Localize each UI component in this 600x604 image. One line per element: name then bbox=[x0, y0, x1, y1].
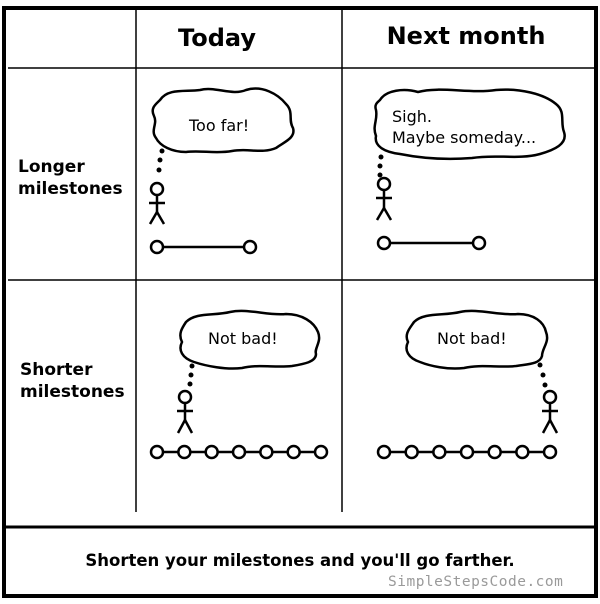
row-label-shorter-milestones: Shorter milestones bbox=[20, 359, 125, 403]
row-label-line: milestones bbox=[18, 179, 123, 199]
milestone-node bbox=[376, 444, 392, 460]
cell-longer-next-month bbox=[373, 88, 566, 251]
thought-dot bbox=[378, 154, 384, 160]
thought-dot bbox=[159, 148, 165, 154]
outer-border bbox=[2, 6, 598, 598]
thought-bubble bbox=[405, 309, 549, 370]
thought-dot bbox=[187, 381, 193, 387]
bubble-text-not-bad-today: Not bad! bbox=[208, 329, 278, 348]
caption-text: Shorten your milestones and you'll go fa… bbox=[85, 551, 515, 570]
milestone-node bbox=[177, 444, 192, 460]
milestone-node bbox=[404, 444, 419, 460]
thought-dot bbox=[537, 362, 543, 368]
row-label-line: milestones bbox=[20, 382, 125, 402]
stick-figure bbox=[375, 176, 393, 221]
grid-frame bbox=[2, 6, 598, 598]
stick-figure bbox=[148, 181, 166, 225]
milestone-node bbox=[231, 444, 247, 460]
milestone-node bbox=[259, 444, 274, 460]
thought-dot bbox=[542, 382, 548, 388]
bubble-text-line: Sigh. bbox=[392, 107, 432, 126]
cell-longer-today bbox=[148, 87, 295, 255]
thought-dot bbox=[540, 372, 546, 378]
milestone-node bbox=[487, 444, 502, 460]
thought-bubble bbox=[151, 87, 295, 154]
column-header-next-month: Next month bbox=[386, 22, 546, 50]
thought-bubble bbox=[373, 88, 566, 161]
milestone-node bbox=[542, 444, 558, 460]
milestone-node bbox=[471, 235, 487, 251]
thought-dot bbox=[189, 363, 195, 369]
milestone-node bbox=[204, 444, 219, 460]
milestone-node bbox=[149, 444, 165, 460]
milestone-track bbox=[376, 444, 558, 460]
thought-dot bbox=[157, 157, 163, 163]
bubble-text-not-bad-next-month: Not bad! bbox=[437, 329, 507, 348]
row-label-line: Longer bbox=[18, 157, 85, 177]
bubble-text-line: Maybe someday... bbox=[392, 128, 537, 147]
thought-dot bbox=[156, 167, 162, 173]
milestone-track bbox=[376, 235, 487, 251]
milestone-track bbox=[149, 239, 258, 255]
row-label-longer-milestones: Longer milestones bbox=[18, 156, 123, 200]
column-header-today: Today bbox=[178, 24, 256, 52]
stick-figure bbox=[176, 389, 194, 434]
cell-shorter-next-month bbox=[376, 309, 559, 460]
milestone-node bbox=[242, 239, 258, 255]
row-label-line: Shorter bbox=[20, 360, 93, 380]
milestone-node bbox=[149, 239, 165, 255]
stick-figure bbox=[541, 389, 559, 434]
milestone-node bbox=[432, 444, 447, 460]
milestone-node bbox=[459, 444, 475, 460]
milestone-node bbox=[313, 444, 329, 460]
thought-dot bbox=[188, 372, 194, 378]
cell-shorter-today bbox=[149, 309, 329, 460]
thought-dot bbox=[377, 172, 383, 178]
milestone-node bbox=[376, 235, 392, 251]
bubble-text-sigh: Sigh. Maybe someday... bbox=[392, 106, 536, 148]
milestone-node bbox=[515, 444, 530, 460]
milestone-track bbox=[149, 444, 329, 460]
thought-dot bbox=[377, 163, 383, 169]
credit-text: SimpleStepsCode.com bbox=[388, 574, 564, 590]
thought-bubble bbox=[179, 309, 321, 370]
bubble-text-too-far: Too far! bbox=[189, 116, 250, 135]
milestone-node bbox=[286, 444, 301, 460]
